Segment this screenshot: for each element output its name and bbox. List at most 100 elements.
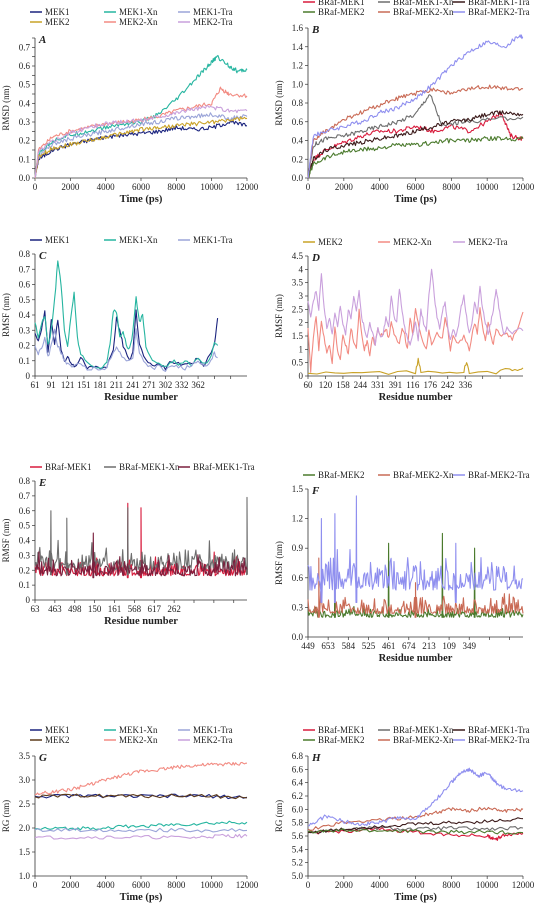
x-tick-label: 12000 bbox=[512, 182, 535, 192]
x-tick-label: 331 bbox=[371, 380, 385, 390]
x-tick-label: 332 bbox=[175, 380, 189, 390]
x-axis-label: Residue number bbox=[379, 653, 453, 664]
x-tick-label: 4000 bbox=[371, 182, 390, 192]
y-tick-label: 3.0 bbox=[19, 775, 31, 785]
x-tick-label: 653 bbox=[321, 641, 335, 651]
series-line-braf-mek1 bbox=[307, 827, 524, 841]
y-tick-label: 0.1 bbox=[19, 154, 30, 164]
x-tick-label: 262 bbox=[167, 604, 181, 614]
x-tick-label: 176 bbox=[424, 380, 438, 390]
legend-label: BRaf-MEK1-Tra bbox=[468, 0, 530, 7]
y-tick-label: 0.2 bbox=[19, 136, 30, 146]
legend-label: MEK2-Tra bbox=[193, 735, 233, 745]
legend-label: MEK2-Xn bbox=[393, 237, 432, 247]
series-line-mek2 bbox=[34, 793, 248, 800]
x-tick-label: 362 bbox=[191, 380, 205, 390]
x-tick-label: 244 bbox=[354, 380, 368, 390]
x-tick-label: 2000 bbox=[61, 182, 80, 192]
x-tick-label: 8000 bbox=[442, 880, 461, 890]
y-tick-label: 0.0 bbox=[19, 173, 31, 183]
chart-panel-h: 5.0 5.2 5.4 5.6 5.8 6.0 6.2 6.4 6.6 6.8 0 2000 4000 6… bbox=[274, 725, 535, 903]
y-tick-label: 1.0 bbox=[19, 871, 31, 881]
legend-label: MEK1-Xn bbox=[119, 7, 158, 17]
y-tick-label: 0.4 bbox=[19, 536, 31, 546]
x-tick-label: 12000 bbox=[236, 182, 259, 192]
series-line-mek1-tra bbox=[34, 112, 248, 179]
series-line-braf-mek2-tra bbox=[307, 767, 524, 827]
x-tick-label: 391 bbox=[389, 380, 403, 390]
legend-label: MEK1-Tra bbox=[193, 235, 233, 245]
y-tick-label: 2.5 bbox=[19, 799, 31, 809]
legend-label: BRaf-MEK2-Tra bbox=[468, 735, 530, 745]
x-tick-label: 461 bbox=[382, 641, 396, 651]
y-tick-label: 0.6 bbox=[19, 61, 31, 71]
y-tick-label: 0.7 bbox=[19, 491, 31, 501]
y-axis-label: RMSD (nm) bbox=[274, 80, 284, 125]
x-tick-label: 2000 bbox=[335, 182, 354, 192]
x-tick-label: 336 bbox=[458, 380, 472, 390]
y-axis-label: RMSF (nm) bbox=[274, 294, 284, 338]
y-tick-label: 1.4 bbox=[292, 42, 304, 52]
y-tick-label: 0.8 bbox=[292, 98, 304, 108]
y-tick-label: 1.5 bbox=[19, 847, 31, 857]
x-tick-label: 349 bbox=[463, 641, 477, 651]
y-axis-label: RMSF (nm) bbox=[1, 519, 11, 563]
x-tick-label: 6000 bbox=[407, 880, 426, 890]
y-tick-label: 6.4 bbox=[292, 778, 304, 788]
y-axis-label: RG (nm) bbox=[1, 800, 11, 832]
chart-panel-c: 0 0.1 0.2 0.3 0.4 0.5 0.6 0.7 0.8 61 91 121 151 181 21… bbox=[1, 235, 247, 403]
y-tick-label: 0.3 bbox=[19, 325, 31, 335]
legend-label: MEK1-Xn bbox=[119, 235, 158, 245]
series-line-mek1-xn bbox=[34, 260, 219, 369]
legend-label: MEK2-Tra bbox=[193, 17, 233, 27]
y-tick-label: 0.1 bbox=[19, 580, 30, 590]
y-tick-label: 5.2 bbox=[292, 858, 303, 868]
y-tick-label: 4 bbox=[299, 264, 304, 274]
x-tick-label: 109 bbox=[442, 641, 456, 651]
x-tick-label: 10000 bbox=[476, 182, 499, 192]
legend-label: BRaf-MEK1 bbox=[45, 462, 92, 472]
series-line-braf-mek2 bbox=[307, 828, 524, 835]
y-tick-label: 1.2 bbox=[292, 514, 303, 524]
x-tick-label: 6000 bbox=[407, 182, 426, 192]
x-tick-label: 449 bbox=[301, 641, 315, 651]
legend-label: MEK1-Tra bbox=[193, 7, 233, 17]
x-tick-label: 116 bbox=[406, 380, 420, 390]
x-tick-label: 60 bbox=[304, 380, 314, 390]
x-tick-label: 617 bbox=[148, 604, 162, 614]
legend-label: BRaf-MEK2-Xn bbox=[393, 470, 454, 480]
legend-label: BRaf-MEK1-Xn bbox=[393, 0, 454, 7]
y-tick-label: 2 bbox=[299, 318, 304, 328]
series-line-mek1-xn bbox=[34, 820, 248, 831]
y-tick-label: 6.0 bbox=[292, 804, 304, 814]
y-axis-label: RMSF (nm) bbox=[274, 541, 284, 585]
y-tick-label: 0.2 bbox=[19, 565, 30, 575]
series-line-braf-mek1-tra bbox=[307, 817, 524, 834]
y-tick-label: 5.8 bbox=[292, 818, 304, 828]
x-tick-label: 0 bbox=[306, 880, 311, 890]
y-tick-label: 2.5 bbox=[292, 304, 304, 314]
legend-label: MEK2-Tra bbox=[468, 237, 508, 247]
x-tick-label: 568 bbox=[128, 604, 142, 614]
legend-label: BRaf-MEK1-Tra bbox=[193, 462, 255, 472]
panel-tag: E bbox=[38, 477, 46, 489]
series-line-braf-mek2-tra bbox=[307, 495, 524, 604]
x-tick-label: 213 bbox=[422, 641, 436, 651]
series-line-mek1-tra bbox=[34, 328, 218, 372]
legend-label: MEK1-Xn bbox=[119, 725, 158, 735]
x-tick-label: 4000 bbox=[371, 880, 390, 890]
x-tick-label: 525 bbox=[362, 641, 376, 651]
legend-label: BRaf-MEK2 bbox=[318, 7, 365, 17]
x-axis-label: Residue number bbox=[104, 392, 178, 403]
x-tick-label: 10000 bbox=[200, 880, 223, 890]
y-tick-label: 1.2 bbox=[292, 61, 303, 71]
legend-label: MEK2 bbox=[318, 237, 343, 247]
y-tick-label: 5.0 bbox=[292, 871, 304, 881]
x-tick-label: 181 bbox=[93, 380, 107, 390]
y-tick-label: 0.3 bbox=[19, 117, 31, 127]
panel-tag: H bbox=[311, 752, 321, 764]
panel-tag: G bbox=[39, 752, 47, 764]
x-axis-label: Time (ps) bbox=[394, 892, 437, 903]
y-tick-label: 0.2 bbox=[19, 341, 30, 351]
